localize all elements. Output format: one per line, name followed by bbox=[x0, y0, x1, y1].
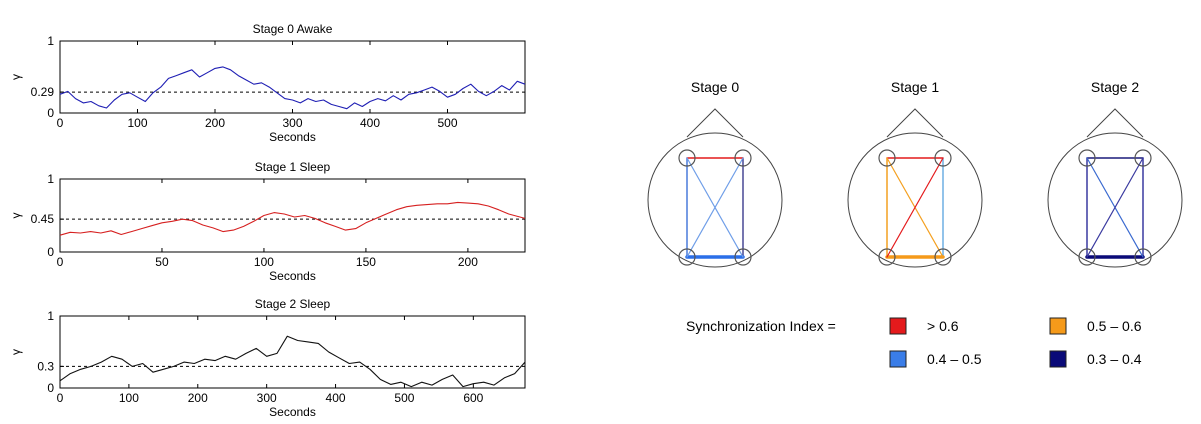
edge-TR-BL bbox=[1086, 157, 1144, 258]
x-tick-label: 50 bbox=[155, 255, 169, 269]
y-tick-label: 0 bbox=[47, 106, 54, 120]
chart-2: Stage 2 Sleep 0 100 200 300 400 500 600 0 1 0.3 γ Se… bbox=[9, 297, 526, 419]
legend-label: 0.4 – 0.5 bbox=[927, 351, 982, 367]
legend-swatch bbox=[889, 317, 907, 335]
electrode-BR bbox=[734, 248, 752, 266]
series-line-0 bbox=[59, 201, 526, 236]
threshold-label: 0.3 bbox=[37, 359, 54, 373]
x-tick-label: 0 bbox=[57, 391, 64, 405]
legend-swatch bbox=[1049, 350, 1067, 368]
electrode-BL bbox=[678, 248, 696, 266]
y-axis-label: γ bbox=[9, 213, 23, 219]
plot-frame bbox=[59, 178, 526, 253]
x-tick-label: 600 bbox=[463, 391, 483, 405]
legend-label: 0.3 – 0.4 bbox=[1087, 351, 1142, 367]
x-tick-label: 100 bbox=[254, 255, 274, 269]
y-tick-label: 1 bbox=[47, 309, 54, 323]
connectivity-diagram: Stage 0 Stage 1 Stage 2 bbox=[647, 79, 1183, 268]
plot-frame bbox=[59, 40, 526, 114]
nose-shape bbox=[886, 108, 944, 138]
electrode-BR bbox=[1134, 248, 1152, 266]
edge-TR-BL bbox=[686, 157, 744, 258]
x-tick-label: 300 bbox=[282, 116, 302, 130]
electrode-TR bbox=[734, 149, 752, 167]
x-tick-label: 150 bbox=[356, 255, 376, 269]
y-axis-label: γ bbox=[9, 349, 23, 355]
head-outline bbox=[1047, 132, 1183, 268]
x-tick-label: 300 bbox=[257, 391, 277, 405]
y-tick-label: 0 bbox=[47, 245, 54, 259]
x-axis-label: Seconds bbox=[269, 130, 316, 144]
threshold-label: 0.29 bbox=[31, 85, 55, 99]
nose-shape bbox=[686, 108, 744, 138]
plot-frame bbox=[59, 315, 526, 389]
legend: Synchronization Index = > 0.6 0.5 – 0.6 0.4… bbox=[686, 317, 1142, 368]
x-tick-label: 0 bbox=[57, 255, 64, 269]
electrode-BR bbox=[934, 248, 952, 266]
x-tick-label: 0 bbox=[57, 116, 64, 130]
electrode-TL bbox=[878, 149, 896, 167]
electrode-TL bbox=[1078, 149, 1096, 167]
legend-swatch bbox=[889, 350, 907, 368]
x-tick-label: 100 bbox=[127, 116, 147, 130]
x-tick-label: 200 bbox=[188, 391, 208, 405]
threshold-label: 0.45 bbox=[31, 212, 55, 226]
edge-TR-BL bbox=[886, 157, 944, 258]
stage-label: Stage 1 bbox=[891, 79, 939, 95]
x-tick-label: 400 bbox=[360, 116, 380, 130]
stage-1-head: Stage 1 bbox=[847, 79, 983, 268]
y-axis-label: γ bbox=[9, 74, 23, 80]
x-tick-label: 500 bbox=[437, 116, 457, 130]
chart-title: Stage 0 Awake bbox=[253, 22, 333, 36]
series-line-0 bbox=[59, 335, 526, 388]
y-tick-label: 1 bbox=[47, 172, 54, 186]
head-outline bbox=[847, 132, 983, 268]
y-tick-label: 0 bbox=[47, 381, 54, 395]
electrode-TR bbox=[934, 149, 952, 167]
x-tick-label: 100 bbox=[119, 391, 139, 405]
nose-shape bbox=[1086, 108, 1144, 138]
stage-label: Stage 0 bbox=[691, 79, 739, 95]
electrode-TL bbox=[678, 149, 696, 167]
legend-label: 0.5 – 0.6 bbox=[1087, 318, 1142, 334]
chart-title: Stage 2 Sleep bbox=[255, 297, 331, 311]
electrode-BL bbox=[1078, 248, 1096, 266]
x-axis-label: Seconds bbox=[269, 269, 316, 283]
legend-label: > 0.6 bbox=[927, 318, 959, 334]
electrode-TR bbox=[1134, 149, 1152, 167]
electrode-BL bbox=[878, 248, 896, 266]
legend-swatch bbox=[1049, 317, 1067, 335]
stage-label: Stage 2 bbox=[1091, 79, 1139, 95]
x-axis-label: Seconds bbox=[269, 405, 316, 419]
head-outline bbox=[647, 132, 783, 268]
stage-2-head: Stage 2 bbox=[1047, 79, 1183, 268]
stage-0-head: Stage 0 bbox=[647, 79, 783, 268]
x-tick-label: 400 bbox=[326, 391, 346, 405]
series-line-0 bbox=[59, 66, 526, 110]
y-tick-label: 1 bbox=[47, 34, 54, 48]
x-tick-label: 500 bbox=[394, 391, 414, 405]
x-tick-label: 200 bbox=[458, 255, 478, 269]
legend-title: Synchronization Index = bbox=[686, 318, 836, 334]
chart-0: Stage 0 Awake 0 100 200 300 400 500 0 1 0.29 γ Seco… bbox=[9, 22, 526, 144]
chart-1: Stage 1 Sleep 0 50 100 150 200 0 1 0.45 γ Seconds bbox=[9, 160, 526, 283]
chart-title: Stage 1 Sleep bbox=[255, 160, 331, 174]
x-tick-label: 200 bbox=[205, 116, 225, 130]
